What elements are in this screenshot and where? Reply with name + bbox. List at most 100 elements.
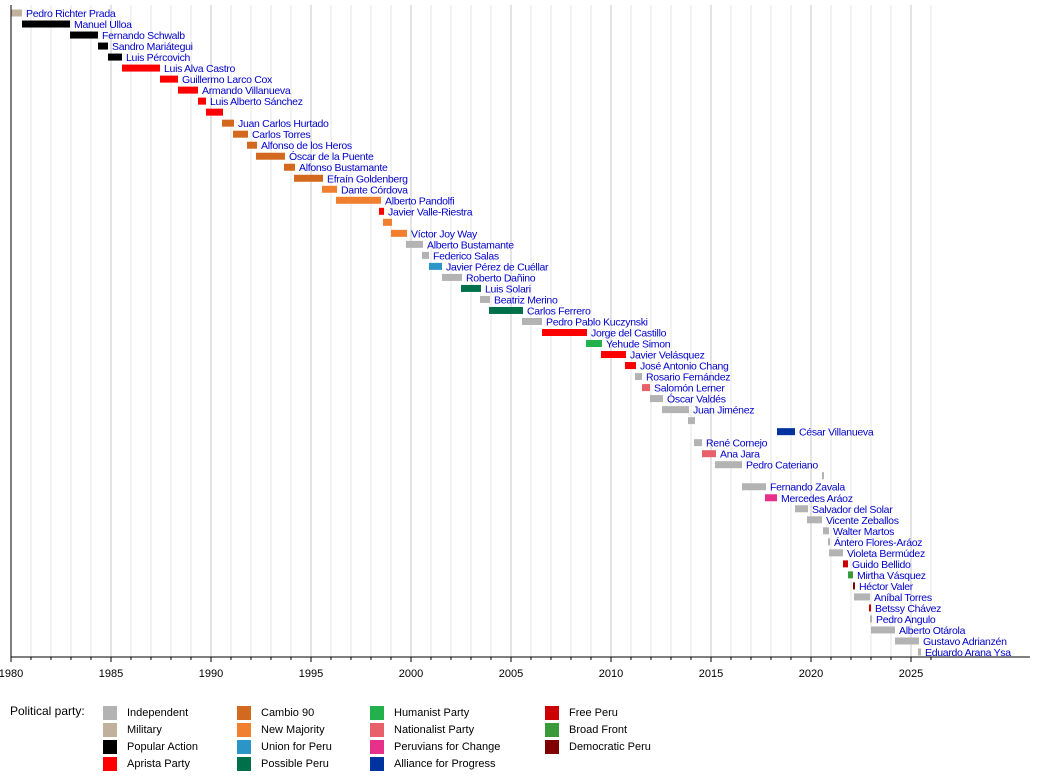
legend-item-humanist: Humanist Party <box>370 704 469 721</box>
name-label: Eduardo Arana Ysa <box>925 647 1011 659</box>
bar-sandro-mari-tegui <box>98 42 108 50</box>
x-tick-label: 2010 <box>599 668 623 680</box>
name-label: Luis Pércovich <box>126 52 191 64</box>
bar-guillermo-larco-cox <box>160 75 178 83</box>
name-label: Luis Alva Castro <box>164 63 236 75</box>
name-label: Alfonso de los Heros <box>261 140 352 152</box>
legend-label: Broad Front <box>569 723 628 736</box>
name-label: Alfonso Bustamante <box>299 162 388 174</box>
bar--scar-vald-s <box>650 395 663 403</box>
name-label: Fernando Zavala <box>770 482 845 494</box>
grid-lines <box>10 5 932 657</box>
bar-an-bal-torres <box>854 593 870 601</box>
legend: Political party: Independent Military Popu… <box>10 704 1040 774</box>
name-label: Salomón Lerner <box>654 383 725 395</box>
legend-item-peruvians-change: Peruvians for Change <box>370 738 500 755</box>
bar-c-sar-villanueva <box>777 428 795 436</box>
bar-guido-bellido <box>843 560 848 568</box>
legend-label: Aprista Party <box>127 757 190 770</box>
x-tick-label: 2025 <box>899 668 923 680</box>
name-label: Javier Pérez de Cuéllar <box>446 261 549 273</box>
name-label: Sandro Mariátegui <box>112 41 193 53</box>
name-label: Guillermo Larco Cox <box>182 74 273 86</box>
name-label: Alberto Pandolfi <box>385 195 454 207</box>
x-tick-label: 1995 <box>299 668 323 680</box>
bar-mercedes-ar-oz <box>765 494 777 502</box>
name-label: Fernando Schwalb <box>102 30 185 42</box>
legend-item-nationalist: Nationalist Party <box>370 721 474 738</box>
bar-salom-n-lerner <box>642 384 650 392</box>
legend-swatch <box>545 705 559 720</box>
bar-javier-valle-riestra <box>379 207 384 215</box>
legend-label: Military <box>127 723 162 736</box>
bar-walter-martos <box>823 527 829 535</box>
bar-alberto-bustamante <box>406 240 423 248</box>
bar-dante-c-rdova <box>322 185 337 193</box>
name-label: José Antonio Chang <box>640 361 729 373</box>
name-label: Jorge del Castillo <box>591 328 667 340</box>
bar-rosario-fern-ndez <box>635 373 642 381</box>
x-tick-label: 1985 <box>99 668 123 680</box>
bar-pedro-richter-prada <box>11 9 22 17</box>
bar-salvador-del-solar <box>795 505 808 513</box>
legend-item-military: Military <box>103 721 162 738</box>
name-label: Armando Villanueva <box>202 85 291 97</box>
name-label: Yehude Simon <box>606 339 671 351</box>
bar-guillermo-larco-cox <box>206 108 223 116</box>
bar-javier-vel-squez <box>601 351 626 359</box>
bar-juan-carlos-hurtado <box>222 119 234 127</box>
legend-title: Political party: <box>10 704 85 718</box>
name-label: Manuel Ulloa <box>74 19 132 31</box>
bar-luis-alva-castro <box>122 64 160 72</box>
name-label: Juan Carlos Hurtado <box>238 118 329 130</box>
name-label: Óscar Valdés <box>667 393 726 406</box>
legend-item-aprista: Aprista Party <box>103 755 190 772</box>
legend-swatch <box>237 722 251 737</box>
legend-item-cambio90: Cambio 90 <box>237 704 314 721</box>
bar-armando-villanueva <box>178 86 198 94</box>
name-label: Vicente Zeballos <box>826 515 899 527</box>
bar-ren-cornejo <box>694 439 702 447</box>
name-label: Rosario Fernández <box>646 372 730 384</box>
x-tick-label: 1990 <box>199 668 223 680</box>
bar-vicente-zeballos <box>807 516 822 524</box>
legend-label: Independent <box>127 706 189 719</box>
bar--ntero-flores-ar-oz <box>828 538 830 546</box>
name-label: Beatriz Merino <box>494 294 558 306</box>
x-tick-label: 2015 <box>699 668 723 680</box>
bar-violeta-berm-dez <box>829 549 843 557</box>
bar-efra-n-goldenberg <box>294 174 323 182</box>
name-label: Mercedes Aráoz <box>781 493 853 505</box>
x-tick-label: 2005 <box>499 668 523 680</box>
legend-swatch <box>370 705 384 720</box>
name-label: Gustavo Adrianzén <box>923 636 1007 648</box>
name-label: René Cornejo <box>706 438 768 450</box>
legend-swatch <box>103 739 117 754</box>
bar-mirtha-v-squez <box>848 571 853 579</box>
name-label: Pedro Pablo Kuczynski <box>546 316 648 328</box>
name-label: Javier Valle-Riestra <box>388 206 473 218</box>
name-label: Dante Córdova <box>341 184 408 196</box>
name-label: Ana Jara <box>720 449 760 461</box>
legend-label: Cambio 90 <box>261 706 315 719</box>
legend-item-alliance-progress: Alliance for Progress <box>370 755 496 772</box>
legend-swatch <box>370 722 384 737</box>
name-label: Salvador del Solar <box>812 504 893 516</box>
legend-swatch <box>237 739 251 754</box>
name-label: César Villanueva <box>799 427 874 439</box>
bar-manuel-ulloa <box>22 20 70 28</box>
legend-label: Humanist Party <box>394 706 470 719</box>
legend-label: New Majority <box>261 723 325 736</box>
name-label: Mirtha Vásquez <box>857 570 926 582</box>
bar-jorge-del-castillo <box>542 329 587 336</box>
legend-label: Possible Peru <box>261 757 329 770</box>
bar-alberto-pandolfi <box>383 218 392 226</box>
bar-yehude-simon <box>586 340 602 348</box>
bar-pedro-angulo <box>870 615 872 623</box>
bar--scar-de-la-puente <box>256 152 285 160</box>
bar-eduardo-arana-ysa <box>918 648 921 656</box>
legend-label: Free Peru <box>569 706 618 719</box>
bar-javier-p-rez-de-cu-llar <box>429 262 442 270</box>
